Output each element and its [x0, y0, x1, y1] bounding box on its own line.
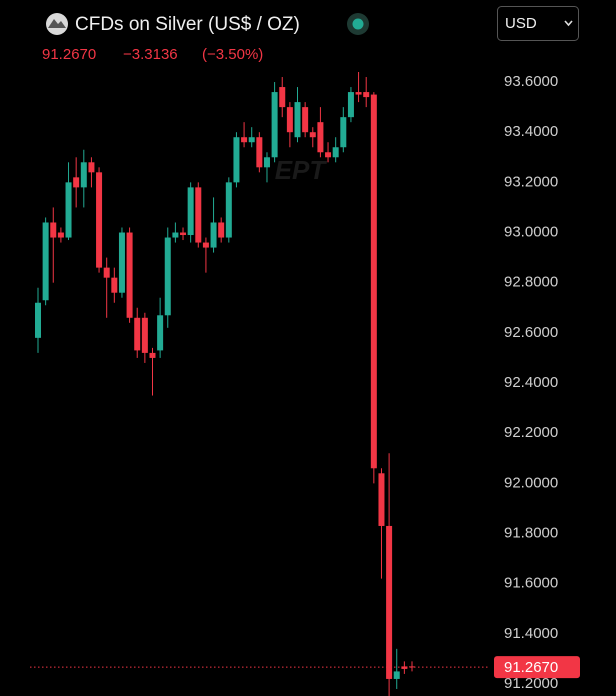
- candle-body: [50, 222, 57, 238]
- candle-body: [195, 187, 202, 243]
- y-tick-label: 92.0000: [504, 474, 558, 491]
- chevron: [564, 20, 573, 27]
- y-tick-label: 91.2000: [504, 675, 558, 692]
- candle-body: [111, 277, 118, 293]
- chart-title: CFDs on Silver (US$ / OZ): [75, 14, 300, 35]
- candle-body: [286, 107, 293, 133]
- price: 91.2670: [42, 46, 96, 63]
- candle-body: [263, 157, 270, 168]
- y-tick-label: 91.6000: [504, 575, 558, 592]
- status-dot: [352, 18, 364, 30]
- candle-body: [279, 87, 286, 108]
- candle-body: [35, 302, 41, 338]
- candle-body: [271, 92, 278, 158]
- candle-body: [141, 317, 148, 353]
- candle-body: [378, 473, 385, 526]
- candle-body: [302, 107, 309, 133]
- candle-body: [57, 232, 64, 238]
- candle-body: [370, 94, 377, 469]
- candle-body: [401, 666, 408, 669]
- candle-body: [65, 182, 72, 238]
- candle-body: [73, 177, 80, 188]
- candle-body: [233, 137, 240, 183]
- candle-body: [355, 92, 362, 95]
- candle-body: [164, 237, 171, 316]
- candle-body: [256, 137, 263, 168]
- y-tick-label: 91.8000: [504, 524, 558, 541]
- y-tick-label: 92.2000: [504, 424, 558, 441]
- candle-body: [118, 232, 125, 293]
- candle-body: [363, 92, 370, 98]
- candle-body: [340, 117, 347, 148]
- y-tick-label: 93.0000: [504, 223, 558, 240]
- symbol-icon: [46, 13, 68, 35]
- last-price-box: [494, 656, 580, 679]
- candle-body: [80, 162, 87, 188]
- currency-label: USD: [505, 15, 537, 32]
- candle-body: [386, 525, 393, 679]
- candle-body: [248, 137, 255, 143]
- candle-body: [309, 132, 316, 138]
- y-tick-label: 92.8000: [504, 274, 558, 291]
- candle-body: [317, 122, 324, 153]
- y-tick-label: 93.2000: [504, 173, 558, 190]
- candle-body: [409, 666, 415, 668]
- candle-body: [218, 222, 225, 238]
- candle-body: [210, 222, 217, 248]
- change: −3.3136: [123, 46, 178, 63]
- candle-body: [103, 267, 110, 278]
- candle-body: [180, 232, 187, 236]
- candle-body: [241, 137, 248, 143]
- candle-body: [157, 315, 164, 351]
- y-tick-label: 93.4000: [504, 123, 558, 140]
- currency-select[interactable]: [497, 6, 579, 41]
- candle-body: [294, 102, 301, 138]
- watermark: EPT: [275, 155, 328, 185]
- y-tick-label: 92.4000: [504, 374, 558, 391]
- candle-body: [134, 317, 141, 351]
- candle-body: [88, 162, 95, 173]
- candle-body: [202, 242, 209, 248]
- last-price-label: 91.2670: [504, 659, 558, 676]
- change-percent: (−3.50%): [202, 46, 263, 63]
- candle-body: [172, 232, 179, 238]
- y-tick-label: 91.4000: [504, 625, 558, 642]
- candle-body: [42, 222, 49, 301]
- candle-body: [225, 182, 232, 238]
- candle-body: [393, 671, 400, 679]
- candle-body: [96, 172, 103, 268]
- candle-body: [325, 152, 332, 158]
- candle-body: [332, 147, 339, 158]
- candle-body: [149, 352, 156, 358]
- y-tick-label: 92.6000: [504, 324, 558, 341]
- candle-body: [126, 232, 133, 318]
- candle-body: [347, 92, 354, 118]
- y-tick-label: 93.6000: [504, 73, 558, 90]
- candle-body: [187, 187, 194, 236]
